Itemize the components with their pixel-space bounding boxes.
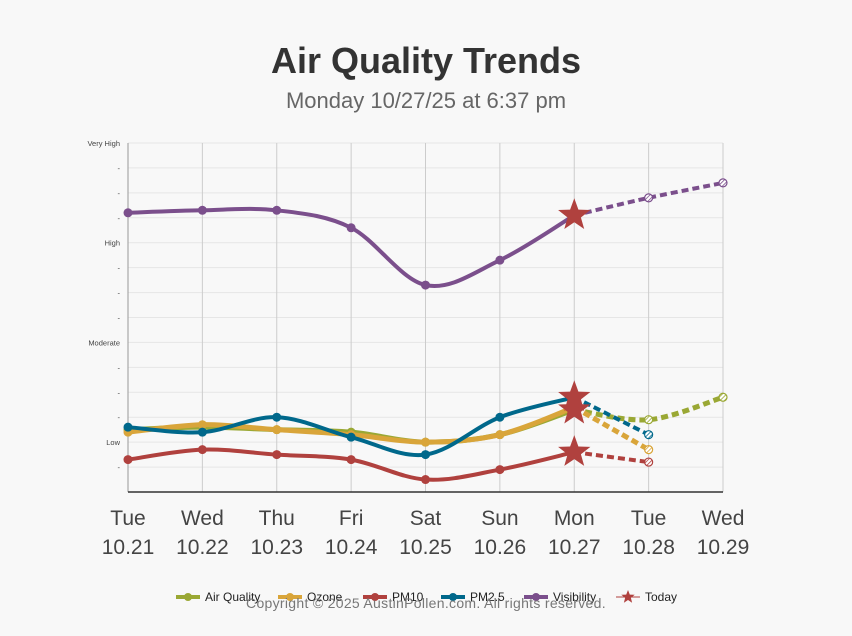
- legend-swatch-marker: [371, 593, 379, 601]
- x-tick-day: Thu: [259, 507, 295, 530]
- x-tick-day: Mon: [554, 507, 595, 530]
- legend-label: Ozone: [307, 590, 343, 604]
- y-tick-label: Moderate: [88, 338, 120, 347]
- legend-label: Air Quality: [205, 590, 260, 604]
- legend-item-air-quality: Air Quality: [176, 590, 260, 604]
- forecast-point-visibility: [718, 178, 728, 188]
- data-point-pm10: [272, 450, 282, 460]
- legend-label: PM10: [392, 590, 424, 604]
- data-point-pm2-5: [123, 422, 133, 432]
- forecast-point-air-quality: [644, 415, 654, 425]
- x-tick-date: 10.25: [399, 536, 452, 559]
- data-point-ozone: [495, 430, 505, 440]
- data-point-visibility: [272, 205, 282, 215]
- data-point-ozone: [421, 437, 430, 447]
- legend-label: Visibility: [553, 590, 596, 604]
- data-point-visibility: [421, 280, 430, 290]
- data-point-pm2-5: [495, 412, 505, 422]
- x-tick-day: Wed: [702, 507, 745, 530]
- y-tick-label: High: [105, 239, 120, 248]
- x-tick-date: 10.23: [250, 536, 303, 559]
- legend-item-pm10: PM10: [363, 590, 424, 604]
- legend: Air Quality Ozone PM10 PM2.5 Visibility Today: [176, 590, 677, 604]
- chart-subtitle: Monday 10/27/25 at 6:37 pm: [285, 88, 567, 113]
- data-point-pm2-5: [421, 450, 430, 460]
- legend-item-pm2-5: PM2.5: [441, 590, 505, 604]
- data-point-pm10: [197, 445, 207, 455]
- forecast-point-pm10: [644, 457, 654, 467]
- x-tick-date: 10.21: [102, 536, 155, 559]
- x-tick-date: 10.27: [548, 536, 601, 559]
- forecast-point-ozone: [644, 445, 654, 455]
- data-point-visibility: [197, 205, 207, 215]
- x-tick-date: 10.29: [697, 536, 750, 559]
- legend-swatch-marker: [184, 593, 192, 601]
- data-point-visibility: [346, 223, 356, 233]
- data-point-pm10: [346, 455, 356, 465]
- series-visibility: [123, 178, 728, 290]
- series-forecast-line-air-quality: [573, 394, 724, 423]
- x-tick-day: Fri: [339, 507, 364, 530]
- data-point-pm2-5: [197, 427, 207, 437]
- x-tick-day: Tue: [631, 507, 666, 530]
- legend-swatch-marker: [449, 593, 457, 601]
- x-tick-day: Wed: [181, 507, 224, 530]
- legend-star-icon: [621, 590, 635, 603]
- series-pm10: [123, 445, 654, 485]
- data-point-visibility: [495, 255, 505, 265]
- legend-item-ozone: Ozone: [278, 590, 343, 604]
- y-tick-label: -: [118, 214, 121, 223]
- x-tick-date: 10.28: [622, 536, 675, 559]
- data-point-pm10: [123, 455, 133, 465]
- y-tick-label: -: [118, 463, 121, 472]
- forecast-point-pm2-5: [644, 430, 654, 440]
- y-tick-label: Very High: [87, 139, 120, 148]
- y-tick-label: -: [118, 164, 121, 173]
- series-forecast-line-visibility: [573, 180, 724, 218]
- data-point-pm10: [421, 475, 430, 485]
- x-tick-labels: Tue 10.21 Wed 10.22 Thu 10.23 Fri 10.24 Sat 10.25…: [102, 507, 750, 559]
- x-tick-date: 10.22: [176, 536, 229, 559]
- x-tick-day: Tue: [110, 507, 145, 530]
- y-tick-label: -: [118, 189, 121, 198]
- data-point-pm2-5: [272, 412, 282, 422]
- legend-label: PM2.5: [470, 590, 505, 604]
- y-tick-label: Low: [106, 438, 120, 447]
- today-star-visibility: [558, 198, 591, 229]
- chart-title: Air Quality Trends: [270, 40, 582, 81]
- x-tick-day: Sat: [410, 507, 442, 530]
- legend-swatch-marker: [286, 593, 294, 601]
- data-point-ozone: [197, 420, 207, 430]
- legend-item-visibility: Visibility: [524, 590, 596, 604]
- y-tick-label: -: [118, 413, 121, 422]
- data-point-pm10: [495, 465, 505, 475]
- y-tick-labels: - Low - - - Moderate - - - High - - - Very High: [87, 139, 120, 472]
- y-tick-label: -: [118, 264, 121, 273]
- data-point-pm2-5: [346, 432, 356, 442]
- y-tick-label: -: [118, 314, 121, 323]
- copyright-notice: Copyright © 2025 AustinPollen.com. All r…: [246, 595, 606, 611]
- data-point-visibility: [123, 208, 133, 218]
- legend-item-today: Today: [616, 590, 677, 604]
- series-layer: [123, 178, 728, 485]
- today-star-pm10: [558, 435, 591, 466]
- x-tick-day: Sun: [481, 507, 518, 530]
- legend-label: Today: [645, 590, 677, 604]
- y-tick-label: -: [118, 289, 121, 298]
- forecast-point-visibility: [644, 193, 654, 203]
- today-markers: [558, 198, 591, 466]
- y-tick-label: -: [118, 363, 121, 372]
- today-star-air-quality: [558, 392, 591, 424]
- x-tick-date: 10.26: [474, 536, 527, 559]
- legend-swatch-marker: [532, 593, 540, 601]
- today-star-pm2-5: [558, 380, 591, 411]
- data-point-ozone: [272, 425, 282, 435]
- forecast-point-air-quality: [718, 392, 728, 402]
- x-tick-date: 10.24: [325, 536, 378, 559]
- y-tick-label: -: [118, 388, 121, 397]
